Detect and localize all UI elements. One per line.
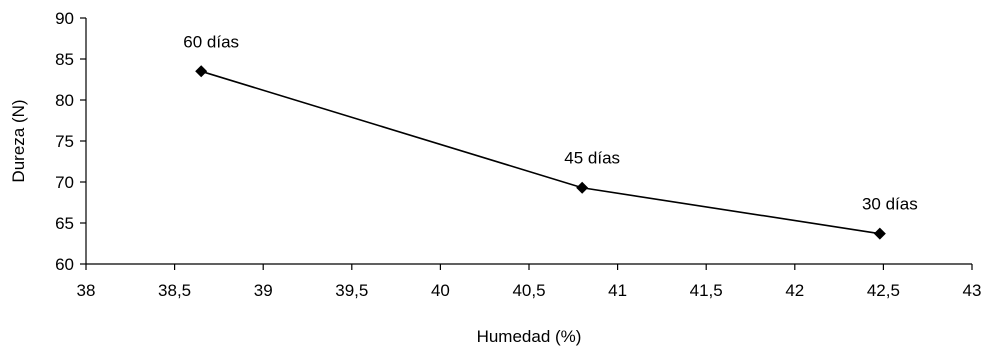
data-point-marker <box>576 181 589 194</box>
data-point-label: 30 días <box>862 195 918 214</box>
y-axis-title: Dureza (N) <box>9 99 28 182</box>
x-tick-label: 39,5 <box>335 281 368 300</box>
x-tick-label: 41,5 <box>690 281 723 300</box>
series-line-path <box>200 70 880 235</box>
markers <box>195 65 886 240</box>
x-tick-label: 41 <box>608 281 627 300</box>
data-point-label: 60 días <box>183 32 239 51</box>
x-tick-label: 40 <box>431 281 450 300</box>
data-point-marker <box>195 65 208 78</box>
point-labels: 60 días 45 días 30 días <box>183 32 917 213</box>
x-tick-label: 42,5 <box>867 281 900 300</box>
x-tick-label: 38 <box>77 281 96 300</box>
y-tick-label: 90 <box>55 9 74 28</box>
y-tick-label: 80 <box>55 91 74 110</box>
y-tick-label: 65 <box>55 214 74 233</box>
x-tick-label: 39 <box>254 281 273 300</box>
x-axis-title: Humedad (%) <box>477 327 582 346</box>
y-tick-label: 75 <box>55 132 74 151</box>
x-tick-label: 38,5 <box>158 281 191 300</box>
y-tick-label: 85 <box>55 50 74 69</box>
y-ticks: 60 65 70 75 80 85 90 <box>55 9 86 274</box>
x-tick-label: 42 <box>785 281 804 300</box>
x-ticks: 38 38,5 39 39,5 40 40,5 41 41,5 42 42,5 43 <box>77 264 982 300</box>
data-point-marker <box>873 227 886 240</box>
x-tick-label: 40,5 <box>512 281 545 300</box>
data-point-label: 45 días <box>564 149 620 168</box>
y-tick-label: 70 <box>55 173 74 192</box>
y-tick-label: 60 <box>55 255 74 274</box>
series-line <box>200 70 880 235</box>
x-tick-label: 43 <box>963 281 982 300</box>
